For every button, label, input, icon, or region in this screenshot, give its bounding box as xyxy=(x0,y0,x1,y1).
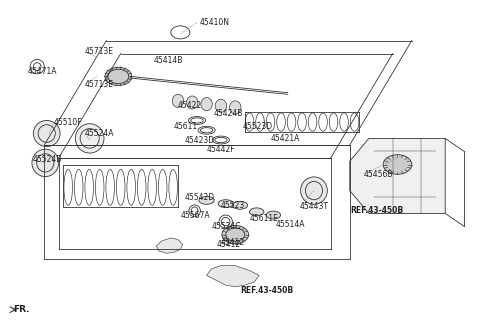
Ellipse shape xyxy=(199,196,214,204)
Text: REF.43-450B: REF.43-450B xyxy=(350,206,403,215)
Text: REF.43-450B: REF.43-450B xyxy=(240,286,293,294)
Ellipse shape xyxy=(201,98,212,111)
Text: 45412: 45412 xyxy=(221,238,245,247)
Text: 45542D: 45542D xyxy=(185,192,215,202)
Text: 45443T: 45443T xyxy=(300,202,329,212)
Text: 45567A: 45567A xyxy=(180,211,210,219)
Ellipse shape xyxy=(172,94,184,107)
Ellipse shape xyxy=(300,177,327,204)
Text: 45524B: 45524B xyxy=(33,155,62,164)
Ellipse shape xyxy=(229,101,241,114)
Text: 45423D: 45423D xyxy=(185,136,215,144)
Polygon shape xyxy=(350,139,445,214)
Text: 45523D: 45523D xyxy=(242,122,273,132)
Ellipse shape xyxy=(383,155,412,174)
Polygon shape xyxy=(156,238,183,253)
Ellipse shape xyxy=(187,96,198,109)
Ellipse shape xyxy=(105,67,132,86)
Text: 45713E: 45713E xyxy=(85,47,114,57)
Text: 45524C: 45524C xyxy=(211,222,241,231)
Text: 45523: 45523 xyxy=(221,201,245,210)
Text: 45442F: 45442F xyxy=(206,145,235,154)
Text: 45456B: 45456B xyxy=(364,170,394,179)
Text: 45524A: 45524A xyxy=(85,129,114,138)
Text: 45421A: 45421A xyxy=(271,134,300,143)
Text: 45410N: 45410N xyxy=(199,18,229,27)
Ellipse shape xyxy=(75,124,104,153)
Text: 45424B: 45424B xyxy=(214,110,243,118)
Ellipse shape xyxy=(34,120,60,146)
Ellipse shape xyxy=(32,149,59,177)
Ellipse shape xyxy=(222,225,249,244)
Text: 45514A: 45514A xyxy=(276,220,305,229)
Ellipse shape xyxy=(218,200,233,208)
Text: 45713E: 45713E xyxy=(85,80,114,89)
Ellipse shape xyxy=(266,211,281,219)
Ellipse shape xyxy=(232,201,248,209)
Text: 45611E: 45611E xyxy=(250,214,278,223)
Polygon shape xyxy=(206,266,259,287)
Text: 45414B: 45414B xyxy=(154,56,183,64)
Text: 45471A: 45471A xyxy=(28,67,57,76)
Text: FR.: FR. xyxy=(13,305,30,314)
Text: 45510F: 45510F xyxy=(54,117,83,127)
Ellipse shape xyxy=(250,208,264,216)
Text: 45611: 45611 xyxy=(173,122,197,132)
Text: 45412: 45412 xyxy=(216,240,240,249)
Text: 45422: 45422 xyxy=(178,101,202,110)
Ellipse shape xyxy=(215,99,227,112)
